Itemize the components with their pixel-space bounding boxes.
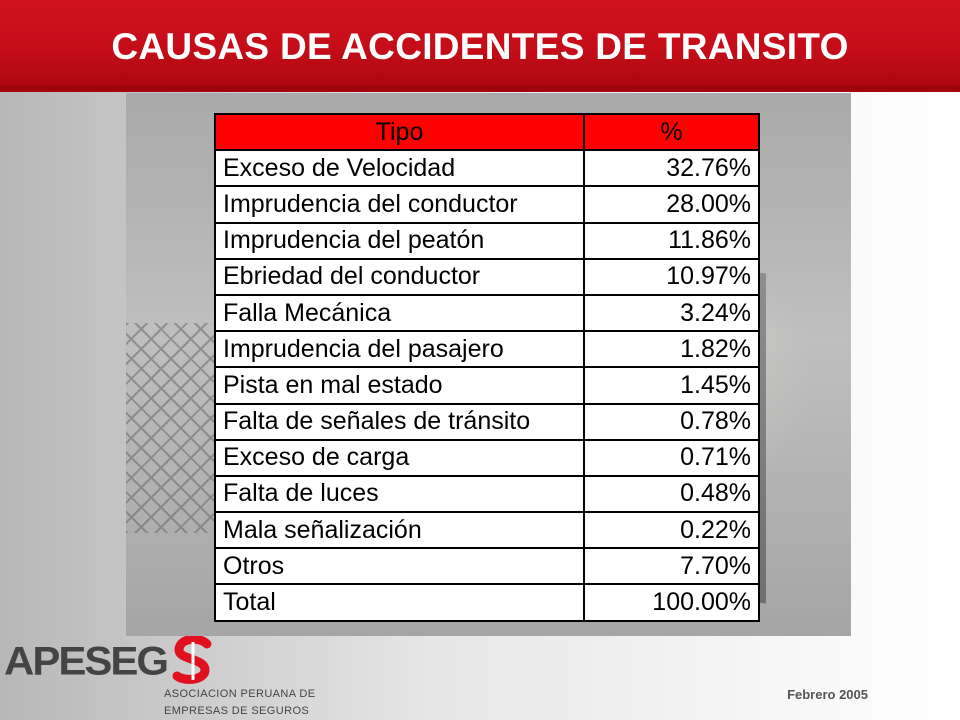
cause-type-cell: Exceso de Velocidad: [214, 149, 585, 188]
slide-date: Febrero 2005: [787, 687, 868, 702]
association-name: ASOCIACION PERUANA DE EMPRESAS DE SEGURO…: [164, 686, 315, 720]
association-line-1: ASOCIACION PERUANA DE: [164, 688, 316, 700]
column-header-tipo: Tipo: [214, 112, 585, 152]
title-bar: CAUSAS DE ACCIDENTES DE TRANSITO: [0, 0, 960, 92]
cause-type-cell: Falta de señales de tránsito: [214, 402, 585, 441]
cause-type-cell: Otros: [214, 547, 585, 586]
table-row: Imprudencia del conductor 28.00%: [214, 185, 760, 224]
photo-truss: [126, 323, 216, 533]
table-row: Imprudencia del pasajero 1.82%: [214, 330, 760, 369]
cause-percent-cell: 7.70%: [583, 547, 760, 586]
slide-title: CAUSAS DE ACCIDENTES DE TRANSITO: [111, 26, 849, 67]
association-line-2: EMPRESAS DE SEGUROS: [164, 705, 310, 717]
cause-percent-cell: 0.22%: [583, 511, 760, 550]
column-header-percent: %: [583, 112, 760, 152]
cause-percent-cell: 0.48%: [583, 474, 760, 514]
logo-s-icon: [171, 634, 215, 686]
causes-table: Tipo % Exceso de Velocidad 32.76% Impruden…: [214, 112, 760, 622]
cause-type-cell: Falta de luces: [214, 474, 585, 514]
cause-percent-cell: 1.45%: [583, 366, 760, 405]
logo-wordmark: APESEG: [4, 638, 169, 683]
apeseg-logo: APESEG: [4, 634, 215, 686]
cause-percent-cell: 1.82%: [583, 330, 760, 369]
cause-percent-cell: 11.86%: [583, 221, 760, 260]
cause-type-cell: Mala señalización: [214, 511, 585, 550]
table-row: Ebriedad del conductor 10.97%: [214, 257, 760, 296]
cause-type-cell: Ebriedad del conductor: [214, 257, 585, 296]
table-row: Falta de luces 0.48%: [214, 474, 760, 514]
table-row: Mala señalización 0.22%: [214, 511, 760, 550]
cause-percent-cell: 0.71%: [583, 438, 760, 477]
cause-type-cell: Imprudencia del peatón: [214, 221, 585, 260]
table-row: Falta de señales de tránsito 0.78%: [214, 402, 760, 441]
table-row: Pista en mal estado 1.45%: [214, 366, 760, 405]
cause-type-cell: Falla Mecánica: [214, 293, 585, 333]
cause-percent-cell: 10.97%: [583, 257, 760, 296]
cause-percent-cell: 3.24%: [583, 293, 760, 333]
cause-type-cell: Imprudencia del pasajero: [214, 330, 585, 369]
cause-type-cell: Pista en mal estado: [214, 366, 585, 405]
title-bar-shadow: [0, 86, 960, 92]
table-row: Falla Mecánica 3.24%: [214, 293, 760, 333]
table-row: Exceso de carga 0.71%: [214, 438, 760, 477]
table-row: Exceso de Velocidad 32.76%: [214, 149, 760, 188]
table-row: Imprudencia del peatón 11.86%: [214, 221, 760, 260]
table-header-row: Tipo %: [214, 112, 760, 152]
table-row: Total 100.00%: [214, 583, 760, 622]
table-body: Exceso de Velocidad 32.76% Imprudencia del…: [214, 149, 760, 622]
cause-percent-cell: 0.78%: [583, 402, 760, 441]
cause-type-cell: Exceso de carga: [214, 438, 585, 477]
table-row: Otros 7.70%: [214, 547, 760, 586]
cause-type-cell: Imprudencia del conductor: [214, 185, 585, 224]
cause-percent-cell: 32.76%: [583, 149, 760, 188]
cause-percent-cell: 28.00%: [583, 185, 760, 224]
cause-type-cell: Total: [214, 583, 585, 622]
cause-percent-cell: 100.00%: [583, 583, 760, 622]
